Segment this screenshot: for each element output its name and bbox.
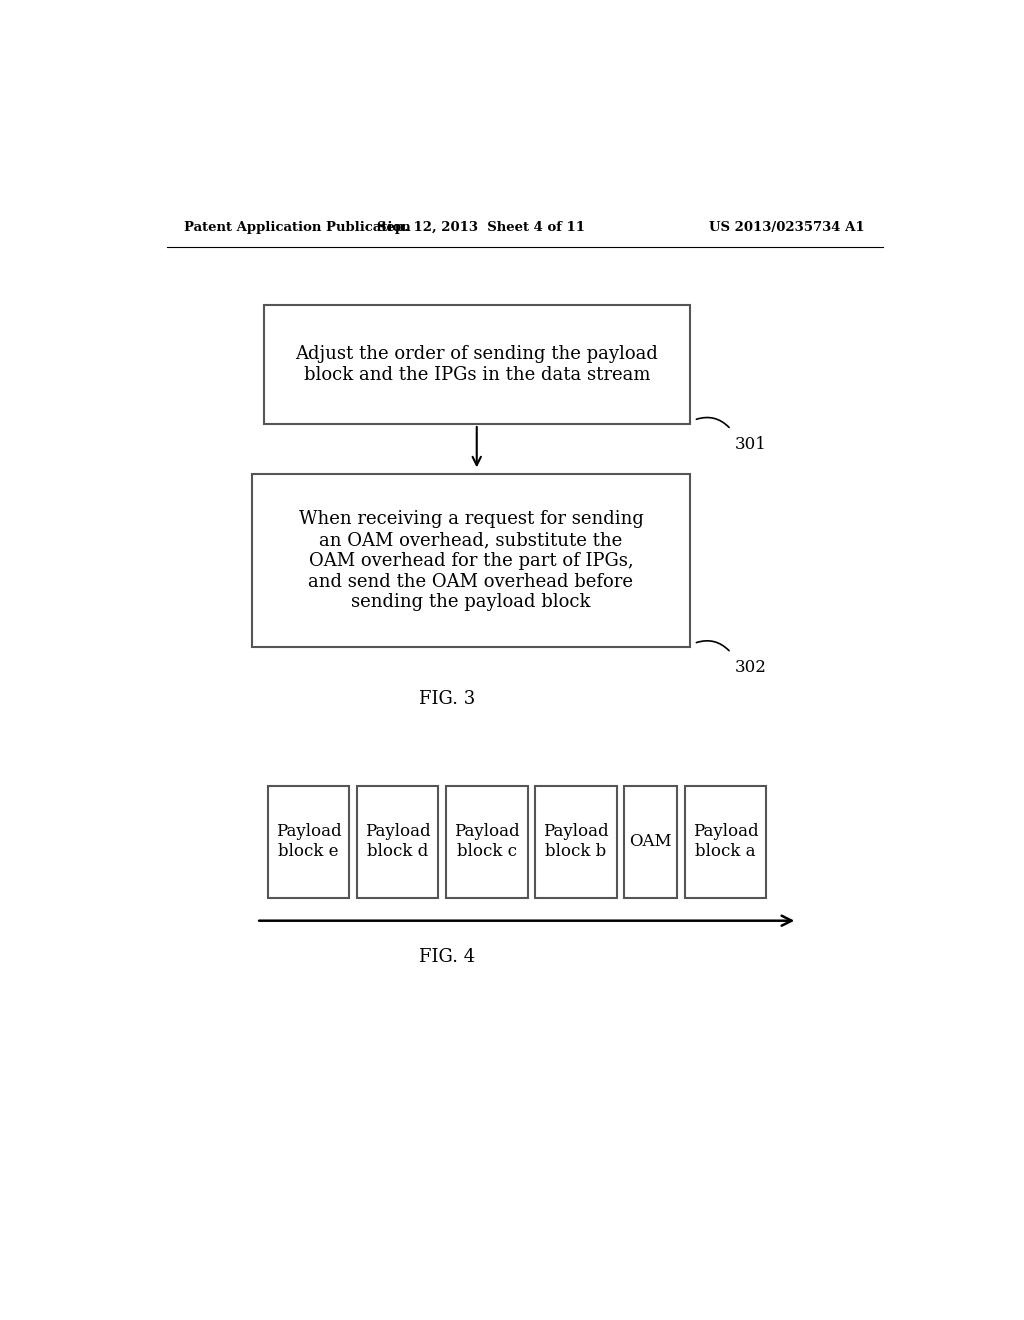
Bar [263,305,690,424]
Text: Sep. 12, 2013  Sheet 4 of 11: Sep. 12, 2013 Sheet 4 of 11 [377,222,585,234]
Text: 301: 301 [735,436,767,453]
Bar [625,785,677,898]
Text: Patent Application Publication: Patent Application Publication [183,222,411,234]
Bar [685,785,766,898]
Text: Payload
block d: Payload block d [365,824,430,861]
Text: Payload
block c: Payload block c [454,824,519,861]
Bar [536,785,616,898]
Text: OAM: OAM [630,833,672,850]
Text: 302: 302 [735,659,767,676]
Bar [446,785,527,898]
Text: Adjust the order of sending the payload
block and the IPGs in the data stream: Adjust the order of sending the payload … [295,345,658,384]
Bar [252,474,690,647]
Text: FIG. 3: FIG. 3 [419,689,475,708]
Text: Payload
block e: Payload block e [275,824,341,861]
Text: US 2013/0235734 A1: US 2013/0235734 A1 [709,222,864,234]
Bar [357,785,438,898]
Text: Payload
block b: Payload block b [543,824,608,861]
Text: When receiving a request for sending
an OAM overhead, substitute the
OAM overhea: When receiving a request for sending an … [299,510,643,611]
Text: FIG. 4: FIG. 4 [419,948,475,966]
Text: Payload
block a: Payload block a [692,824,759,861]
Bar [268,785,349,898]
